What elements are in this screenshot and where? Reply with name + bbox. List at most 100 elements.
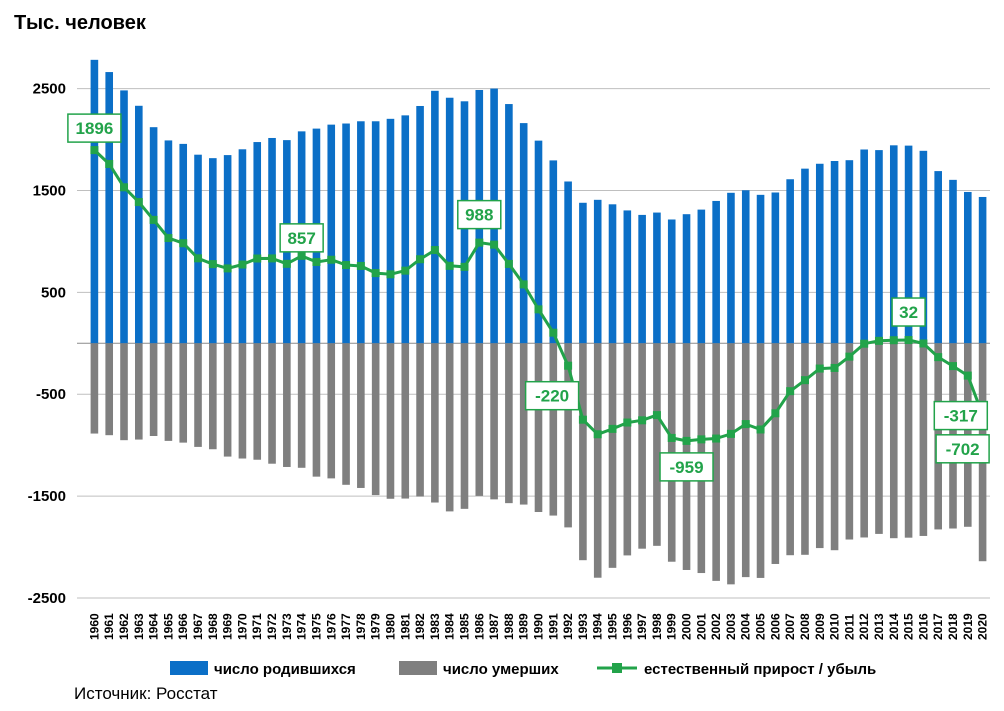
natural-growth-point (149, 215, 158, 224)
x-tick-label: 1992 (561, 613, 575, 640)
natural-growth-point (416, 255, 425, 264)
bar-deaths (845, 343, 854, 540)
bar-deaths (194, 343, 202, 447)
natural-growth-point (874, 336, 883, 345)
bar-births (667, 219, 676, 344)
y-tick-label: 500 (41, 284, 66, 301)
bar-deaths (549, 343, 558, 516)
natural-growth-point (504, 259, 513, 268)
bar-births (608, 204, 617, 344)
x-tick-label: 1973 (280, 613, 294, 640)
data-label-box (67, 113, 122, 143)
bar-births (386, 118, 395, 344)
bar-births (860, 149, 868, 344)
data-label-box (659, 452, 714, 482)
x-tick-label: 1964 (147, 613, 161, 640)
x-tick-label: 2002 (709, 613, 723, 640)
bar-births (120, 90, 128, 344)
x-tick-label: 2008 (798, 613, 812, 640)
x-tick-label: 2016 (916, 613, 930, 640)
x-tick-label: 1986 (472, 613, 486, 640)
data-label-box (279, 223, 324, 253)
bar-births (830, 161, 839, 344)
bar-births (875, 150, 883, 344)
bar-births (801, 168, 809, 344)
y-tick-label: 1500 (33, 182, 66, 199)
y-tick-label: -2500 (28, 590, 66, 607)
natural-growth-point (356, 261, 365, 270)
bar-births (756, 194, 765, 344)
x-tick-label: 2003 (724, 613, 738, 640)
x-tick-label: 1991 (546, 613, 560, 640)
data-label: 1896 (75, 119, 113, 138)
natural-growth-point (371, 269, 380, 278)
bar-births (505, 104, 513, 344)
bar-births (416, 105, 424, 344)
data-label-box (891, 297, 926, 327)
bar-births (934, 171, 942, 344)
bar-births (431, 90, 439, 344)
data-label: -959 (670, 458, 704, 477)
bar-births (549, 160, 558, 344)
data-label: -317 (944, 407, 978, 426)
bar-births (919, 150, 928, 344)
natural-growth-point (105, 159, 114, 168)
bar-births (741, 190, 750, 344)
natural-growth-point (120, 183, 129, 192)
bar-deaths (312, 343, 321, 477)
natural-growth-point (948, 362, 957, 371)
data-label-box (935, 434, 990, 464)
x-tick-label: 2020 (976, 613, 990, 640)
natural-growth-point (460, 262, 469, 271)
x-tick-label: 1962 (117, 613, 131, 640)
natural-growth-point (800, 376, 809, 385)
natural-growth-point (519, 280, 528, 289)
bar-births (149, 127, 158, 344)
bar-deaths (386, 343, 395, 499)
natural-growth-point (549, 328, 558, 337)
x-tick-label: 1981 (398, 613, 412, 640)
natural-growth-point (194, 254, 203, 263)
natural-growth-point (342, 261, 351, 270)
bar-births (401, 115, 410, 344)
bar-deaths (593, 343, 602, 578)
natural-growth-point (741, 420, 750, 429)
bar-births (209, 158, 217, 344)
natural-growth-point (860, 339, 869, 348)
x-tick-label: 2007 (783, 613, 797, 640)
bar-births (727, 192, 735, 344)
bar-deaths (801, 343, 809, 555)
source-note: Источник: Росстат (74, 684, 218, 703)
bar-births (194, 154, 202, 344)
x-tick-label: 2006 (768, 613, 782, 640)
x-tick-label: 1977 (339, 613, 353, 640)
bar-deaths (253, 343, 262, 460)
x-tick-label: 1982 (413, 613, 427, 640)
legend-swatch-deaths (399, 661, 437, 675)
data-label-box (933, 400, 989, 431)
x-tick-label: 2019 (961, 613, 975, 640)
natural-growth-point (312, 257, 321, 266)
natural-growth-point (327, 255, 336, 264)
x-tick-label: 1980 (383, 613, 397, 640)
x-tick-label: 1990 (532, 613, 546, 640)
bar-births (357, 121, 365, 344)
natural-growth-point (771, 409, 780, 418)
bar-births (786, 179, 794, 344)
x-tick-label: 1985 (457, 613, 471, 640)
bar-deaths (608, 343, 617, 568)
x-tick-label: 1970 (235, 613, 249, 640)
bar-deaths (741, 343, 750, 578)
data-label: -220 (535, 387, 569, 406)
natural-growth-point (889, 336, 898, 345)
x-tick-label: 1999 (665, 613, 679, 640)
legend-label-natural: естественный прирост / убыль (644, 661, 876, 678)
bar-births (579, 202, 587, 344)
bar-deaths (268, 343, 276, 464)
y-tick-label: -500 (36, 386, 66, 403)
x-tick-label: 2011 (842, 614, 856, 640)
bar-births (268, 137, 276, 344)
natural-growth-point (223, 264, 232, 273)
bar-deaths (623, 343, 632, 556)
